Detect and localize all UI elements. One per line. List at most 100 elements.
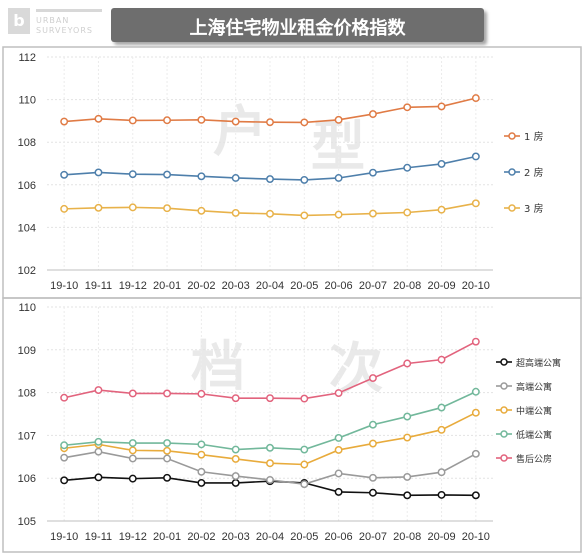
legend-marker [500,358,508,366]
data-point [437,159,446,168]
x-tick-label: 20-05 [290,531,318,543]
data-point [163,389,172,398]
x-tick-label: 19-12 [119,280,147,292]
x-tick-label: 20-01 [153,531,181,543]
data-point [334,469,343,478]
legend-marker [508,168,516,176]
data-point [60,441,69,450]
title-bar: 上海住宅物业租金价格指数 [111,8,484,42]
chart-title: 上海住宅物业租金价格指数 [189,18,406,39]
data-point [437,205,446,214]
data-point [231,208,240,217]
y-tick-label: 107 [18,430,36,442]
y-tick-label: 105 [18,516,36,528]
data-point [197,478,206,487]
x-tick-label: 20-07 [359,531,387,543]
legend-label: 低端公寓 [516,429,552,441]
legend-marker [500,454,508,462]
legend-label: 高端公寓 [516,381,552,393]
x-tick-label: 20-08 [393,280,421,292]
data-point [403,163,412,172]
data-point [403,472,412,481]
data-point [128,389,137,398]
data-point [231,472,240,481]
x-tick-label: 20-04 [256,280,284,292]
data-point [163,446,172,455]
data-point [437,425,446,434]
data-point [471,152,480,161]
data-point [471,337,480,346]
legend-marker [500,382,508,390]
data-point [231,454,240,463]
data-point [231,174,240,182]
data-point [300,211,309,220]
data-point [403,412,412,421]
y-tick-label: 108 [18,388,36,400]
data-point [163,473,172,482]
y-tick-label: 102 [18,265,36,277]
data-point [128,439,137,448]
legend-label: 售后公房 [516,453,552,465]
data-point [60,170,69,179]
data-point [300,480,309,489]
data-point [334,487,343,496]
x-tick-label: 20-08 [393,531,421,543]
data-point [266,475,274,484]
logo-chinese-text [36,9,102,12]
data-point [197,467,206,476]
y-tick-label: 110 [18,302,36,314]
data-point [437,403,446,412]
legend-marker [508,204,516,212]
x-tick-label: 20-01 [153,280,181,292]
data-point [231,117,240,126]
data-point [94,473,103,482]
x-tick-label: 19-10 [50,280,78,292]
series-line [63,340,477,400]
data-point [403,359,412,368]
data-point [197,440,206,449]
data-point [368,374,377,382]
data-point [197,172,206,181]
data-point [163,439,172,448]
data-point [334,115,343,124]
data-point [163,170,172,179]
data-point [231,478,240,487]
data-point [94,203,103,212]
data-point [334,174,343,182]
y-tick-label: 110 [18,95,36,107]
x-tick-label: 20-09 [427,280,455,292]
data-point [334,434,343,442]
legend-marker [500,406,508,414]
data-point [403,491,412,500]
data-point [266,394,274,403]
legend-label: 中端公寓 [516,405,552,417]
data-point [94,114,103,123]
data-point [266,175,274,183]
data-point [60,476,69,485]
data-point [266,443,274,452]
panel-frame-bottom [2,297,582,553]
data-point [94,447,103,456]
x-tick-label: 20-03 [222,531,250,543]
data-point [266,209,274,218]
data-point [266,118,274,127]
data-point [471,408,480,417]
data-point [368,168,377,177]
data-point [471,387,480,396]
data-point [471,449,480,458]
legend-label: 3 房 [524,202,544,215]
legend-marker [500,430,508,438]
logo-text-line2: SURVEYORS [36,26,93,35]
data-point [163,204,172,213]
data-point [471,199,480,208]
logo: b URBAN SURVEYORS [4,4,104,40]
x-tick-label: 19-11 [85,531,112,543]
data-point [403,433,412,442]
data-point [163,116,172,125]
x-tick-label: 20-09 [427,531,455,543]
data-point [94,386,103,394]
y-tick-label: 104 [18,222,36,234]
x-tick-label: 20-03 [222,280,250,292]
watermark-text: 户 [213,100,267,163]
data-point [300,394,309,403]
